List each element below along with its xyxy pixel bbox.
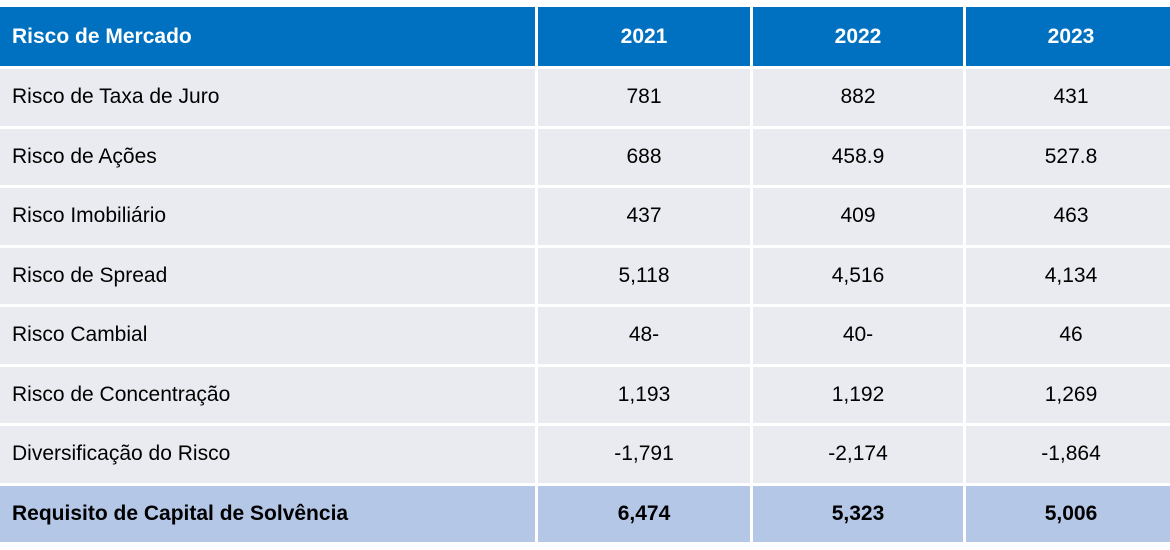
value-cell: 4,516	[753, 247, 963, 304]
value-cell: 431	[966, 69, 1170, 126]
table-row: Risco de Ações 688 458.9 527.8	[0, 128, 1170, 185]
table-row: Risco Imobiliário 437 409 463	[0, 188, 1170, 245]
value-cell: 781	[538, 69, 750, 126]
row-label: Diversificação do Risco	[0, 426, 535, 483]
value-cell: 688	[538, 128, 750, 185]
value-cell: -1,791	[538, 426, 750, 483]
value-cell: 527.8	[966, 128, 1170, 185]
table-row: Diversificação do Risco -1,791 -2,174 -1,86…	[0, 426, 1170, 483]
value-cell: 458.9	[753, 128, 963, 185]
table-row: Risco de Taxa de Juro 781 882 431	[0, 69, 1170, 126]
value-cell: 409	[753, 188, 963, 245]
total: Requisito de Capital de Solvência 6,474 5,…	[0, 485, 1170, 542]
table-row: Risco de Spread 5,118 4,516 4,134	[0, 247, 1170, 304]
header-cell: 2023	[966, 7, 1170, 66]
page: Risco de Mercado 2021 2022 2023 Risco de Ta…	[0, 4, 1170, 550]
value-cell: 5,006	[966, 485, 1170, 542]
table-row: Risco de Concentração 1,193 1,192 1,269	[0, 366, 1170, 423]
value-cell: 5,118	[538, 247, 750, 304]
risk-table: Risco de Mercado 2021 2022 2023 Risco de Ta…	[0, 4, 1170, 545]
row-label: Requisito de Capital de Solvência	[0, 485, 535, 542]
header-cell: 2022	[753, 7, 963, 66]
row-label: Risco de Taxa de Juro	[0, 69, 535, 126]
row-label: Risco Cambial	[0, 307, 535, 364]
value-cell: 4,134	[966, 247, 1170, 304]
row-label: Risco de Ações	[0, 128, 535, 185]
value-cell: 6,474	[538, 485, 750, 542]
value-cell: 882	[753, 69, 963, 126]
value-cell: 1,193	[538, 366, 750, 423]
header-cell: 2021	[538, 7, 750, 66]
value-cell: 1,192	[753, 366, 963, 423]
value-cell: 48-	[538, 307, 750, 364]
value-cell: 1,269	[966, 366, 1170, 423]
value-cell: 5,323	[753, 485, 963, 542]
value-cell: -1,864	[966, 426, 1170, 483]
table-row: Risco Cambial 48- 40- 46	[0, 307, 1170, 364]
value-cell: 46	[966, 307, 1170, 364]
row-label: Risco Imobiliário	[0, 188, 535, 245]
value-cell: 463	[966, 188, 1170, 245]
value-cell: 437	[538, 188, 750, 245]
value-cell: -2,174	[753, 426, 963, 483]
row-label: Risco de Spread	[0, 247, 535, 304]
header-cell: Risco de Mercado	[0, 7, 535, 66]
row-label: Risco de Concentração	[0, 366, 535, 423]
header-row: Risco de Mercado 2021 2022 2023	[0, 7, 1170, 66]
value-cell: 40-	[753, 307, 963, 364]
